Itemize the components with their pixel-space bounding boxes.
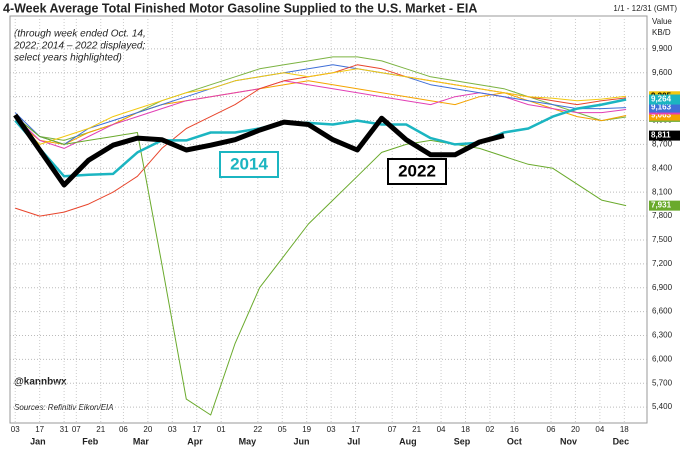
end-label: 9,264 xyxy=(649,94,680,105)
subtitle: (through week ended Oct. 14, xyxy=(14,29,146,40)
y-tick-label: 6,000 xyxy=(652,354,673,363)
x-tick-label: 18 xyxy=(620,425,629,434)
x-tick-label: 05 xyxy=(278,425,287,434)
subtitle: select years highlighted) xyxy=(14,53,122,64)
x-tick-label: 06 xyxy=(119,425,128,434)
x-tick-label: 16 xyxy=(510,425,519,434)
plot-frame xyxy=(9,15,648,424)
y-tick-label: 5,700 xyxy=(652,378,673,387)
y-tick-label: 6,600 xyxy=(652,307,673,316)
y-tick-label: 8,100 xyxy=(652,187,673,196)
source: Sources: Refinitiv Eikon/EIA xyxy=(14,403,114,412)
series-line xyxy=(14,98,627,178)
series-line xyxy=(14,80,627,149)
x-month-label: Aug xyxy=(399,436,417,446)
date-range: 1/1 - 12/31 (GMT) xyxy=(613,4,677,13)
x-tick-label: 18 xyxy=(461,425,470,434)
x-tick-label: 21 xyxy=(96,425,105,434)
y-tick-label: 8,700 xyxy=(652,140,673,149)
x-month-label: Oct xyxy=(507,436,522,446)
end-label-text: 9,264 xyxy=(651,95,672,104)
x-tick-label: 17 xyxy=(192,425,201,434)
series-line xyxy=(14,116,627,416)
x-tick-label: 03 xyxy=(168,425,177,434)
x-month-label: Mar xyxy=(133,436,150,446)
series-line xyxy=(13,113,505,188)
x-tick-label: 04 xyxy=(437,425,446,434)
x-month-label: Jul xyxy=(347,436,360,446)
end-label-text: 7,931 xyxy=(651,201,672,210)
series-line xyxy=(14,64,627,145)
end-label-text: 8,811 xyxy=(651,131,671,140)
y-tick-label: 7,200 xyxy=(652,259,673,268)
annotation: 2014 xyxy=(230,154,268,173)
x-month-label: Feb xyxy=(82,436,99,446)
end-label-box xyxy=(649,110,680,121)
end-label-text: 9,163 xyxy=(651,103,672,112)
end-label-box xyxy=(649,102,680,113)
x-month-label: Apr xyxy=(187,436,203,446)
x-tick-label: 17 xyxy=(351,425,360,434)
y-axis-label: Value xyxy=(652,17,672,26)
series-line xyxy=(15,64,627,217)
end-label: 7,931 xyxy=(649,200,680,211)
x-tick-label: 17 xyxy=(35,425,44,434)
x-tick-label: 19 xyxy=(302,425,311,434)
x-tick-label: 03 xyxy=(11,425,20,434)
y-tick-label: 5,400 xyxy=(652,402,673,411)
end-label-box xyxy=(649,130,680,141)
y-tick-label: 7,500 xyxy=(652,235,673,244)
y-tick-label: 9,600 xyxy=(652,68,673,77)
x-month-label: May xyxy=(239,436,257,446)
series-line xyxy=(14,80,627,145)
x-month-label: Nov xyxy=(560,436,577,446)
annotation: 2022 xyxy=(398,161,436,180)
end-label-text: 9,063 xyxy=(651,111,672,120)
end-label: 8,811 xyxy=(649,130,680,141)
end-label: 9,163 xyxy=(649,102,680,113)
x-tick-label: 21 xyxy=(412,425,421,434)
annotation-box xyxy=(219,151,279,178)
y-tick-label: 6,300 xyxy=(652,331,673,340)
x-tick-label: 01 xyxy=(217,425,226,434)
y-tick-label: 9,900 xyxy=(652,44,673,53)
x-tick-label: 20 xyxy=(143,425,152,434)
chart-title: 4-Week Average Total Finished Motor Gaso… xyxy=(3,1,477,15)
x-month-label: Jan xyxy=(30,436,46,446)
y-axis-label: KB/D xyxy=(652,28,671,37)
x-tick-label: 04 xyxy=(595,425,604,434)
y-tick-label: 6,900 xyxy=(652,283,673,292)
end-label-box xyxy=(649,94,680,105)
x-tick-label: 03 xyxy=(327,425,336,434)
handle: @kannbwx xyxy=(14,377,67,388)
x-tick-label: 07 xyxy=(72,425,81,434)
end-label: 9,063 xyxy=(649,110,680,121)
end-label-box xyxy=(649,200,680,211)
x-month-label: Dec xyxy=(613,436,630,446)
series-line xyxy=(14,68,627,145)
x-tick-label: 06 xyxy=(547,425,556,434)
x-tick-label: 22 xyxy=(253,425,262,434)
x-month-label: Sep xyxy=(454,436,471,446)
subtitle: 2022; 2014 – 2022 displayed; xyxy=(13,41,145,52)
x-month-label: Jun xyxy=(293,436,309,446)
x-tick-label: 02 xyxy=(485,425,494,434)
y-tick-label: 8,400 xyxy=(652,163,673,172)
x-tick-label: 20 xyxy=(571,425,580,434)
x-tick-label: 07 xyxy=(388,425,397,434)
annotation-box xyxy=(387,158,447,185)
y-tick-label: 7,800 xyxy=(652,211,673,220)
x-tick-label: 31 xyxy=(60,425,69,434)
